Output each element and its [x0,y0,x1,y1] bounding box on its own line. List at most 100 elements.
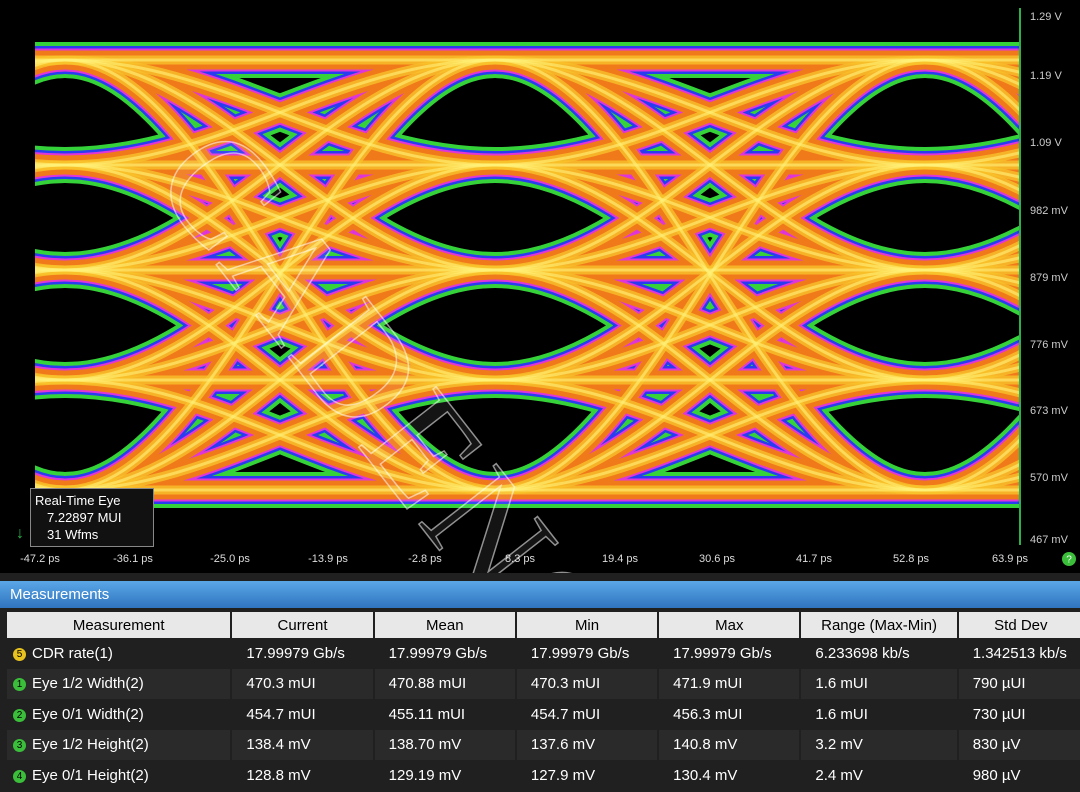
cell-text: 1.6 mUI [815,705,868,723]
cell-text: 790 µUI [972,675,1026,693]
x-label: 30.6 ps [699,553,736,565]
y-label: 879 mV [1030,272,1069,284]
cell: 471.9 mUI [659,668,800,699]
cell-text: 1.6 mUI [815,675,868,693]
measurement-row: 2 Eye 0/1 Width(2) 454.7 mUI 455.11 mUI 454.… [7,699,1080,730]
eye-trace [924,475,1020,492]
eye-trace [64,163,496,272]
cell: 4 Eye 0/1 Height(2) [7,760,230,791]
cell: 1.342513 kb/s [959,638,1080,669]
cell-text: Eye 1/2 Width(2) [32,675,144,693]
cell: 17.99979 Gb/s [517,638,657,669]
cell: 128.8 mV [232,760,372,791]
x-label: 8.3 ps [505,553,535,565]
eye-trace [64,378,496,492]
cell-text: 17.99979 Gb/s [388,644,488,662]
cell: 980 µV [959,760,1080,791]
cell-text: 470.3 mUI [246,675,316,693]
cell-text: 830 µV [972,736,1021,754]
measurement-row: 5 CDR rate(1) 17.99979 Gb/s 17.99979 Gb/s 17… [7,638,1080,669]
x-axis-labels: -47.2 ps -36.1 ps -25.0 ps -13.9 ps -2.8 ps 8… [20,553,1028,565]
cell-text: 140.8 mV [673,736,738,754]
cell: 138.70 mV [374,729,515,760]
x-label: -13.9 ps [308,553,348,565]
cell: 130.4 mV [659,760,799,791]
badge: 3 [13,739,26,753]
cell: 456.3 mUI [659,699,799,730]
eye-trace [924,58,1020,87]
eye-trace [924,58,1020,113]
x-label: -2.8 ps [408,553,442,565]
eye-trace [924,353,1020,382]
cell: 454.7 mUI [232,699,372,730]
eye-trace [924,163,1020,179]
cell: 140.8 mV [659,729,800,760]
cell: 3.2 mV [801,729,957,760]
eye-trace [924,462,1020,492]
y-label: 1.09 V [1030,137,1062,149]
eye-trace [494,58,926,492]
eye-trace [494,58,926,272]
badge: 5 [13,647,26,661]
column-header: Current [232,612,373,638]
column-header: Std Dev [958,612,1080,638]
cell-text: Eye 0/1 Width(2) [32,705,144,723]
cell-text: Eye 1/2 Height(2) [32,736,149,754]
help-button[interactable] [1062,552,1076,566]
eye-trace [494,58,926,167]
cell-text: 471.9 mUI [673,675,743,693]
y-axis-labels: 1.29 V 1.19 V 1.09 V 982 mV 879 mV 776 mV 673 … [1030,11,1069,546]
eye-trace [494,268,926,492]
x-label: 41.7 ps [796,553,833,565]
cell: 2 Eye 0/1 Width(2) [7,699,230,730]
eye-trace [924,365,1020,382]
measurements-table: Measurement Current Mean Min Max Range (Max-M… [5,612,1080,791]
cell: 129.19 mV [375,760,515,791]
y-label: 982 mV [1030,205,1069,217]
cell: 730 µUI [959,699,1080,730]
cell: 790 µUI [958,668,1080,699]
cell-text: 130.4 mV [673,766,738,784]
eye-trace [64,268,496,492]
cell-text: 3.2 mV [815,736,863,754]
cell: 454.7 mUI [517,699,657,730]
eye-pattern [35,41,1020,509]
cell-text: 470.88 mUI [388,675,467,693]
eye-trace [494,163,926,272]
eye-display: 1.29 V 1.19 V 1.09 V 982 mV 879 mV 776 mV 673 … [16,8,1076,573]
column-header: Measurement [7,612,231,638]
info-line: 31 Wfms [47,527,99,542]
eye-trace [924,163,1020,192]
eye-trace [924,378,1020,395]
badge: 1 [13,678,26,692]
eye-trace [924,437,1020,492]
cell: 17.99979 Gb/s [375,638,515,669]
eye-trace [494,378,926,492]
y-label: 1.29 V [1030,11,1062,23]
cell-text: 455.11 mUI [388,705,466,723]
measurement-row: 1 Eye 1/2 Width(2) 470.3 mUI 470.88 mUI 470.… [7,668,1080,699]
eye-trace [924,243,1020,272]
x-label: -25.0 ps [210,553,250,565]
cell: 6.233698 kb/s [801,638,956,669]
eye-trace [924,256,1020,272]
info-line: Real-Time Eye [35,493,121,508]
info-line: 7.22897 MUI [47,510,122,525]
cell-text: 17.99979 Gb/s [246,644,345,662]
eye-trace [924,151,1020,167]
cell: 470.3 mUI [516,668,658,699]
help-icon[interactable]: ? [1066,555,1072,566]
measurement-row: 4 Eye 0/1 Height(2) 128.8 mV 129.19 mV 127.9… [7,760,1080,791]
cell-text: 730 µUI [972,705,1026,723]
header-row: Measurement Current Mean Min Max Range (Max-M… [7,612,1080,638]
cell: 1.6 mUI [801,699,956,730]
cell: 470.3 mUI [232,668,373,699]
column-header: Range (Max-Min) [801,612,957,638]
eye-trace [64,58,496,492]
cell: 2.4 mV [801,760,956,791]
cell-text: 138.70 mV [388,736,462,754]
y-label: 1.19 V [1030,70,1062,82]
eye-trace [64,58,496,167]
cell-text: 129.19 mV [388,766,462,784]
